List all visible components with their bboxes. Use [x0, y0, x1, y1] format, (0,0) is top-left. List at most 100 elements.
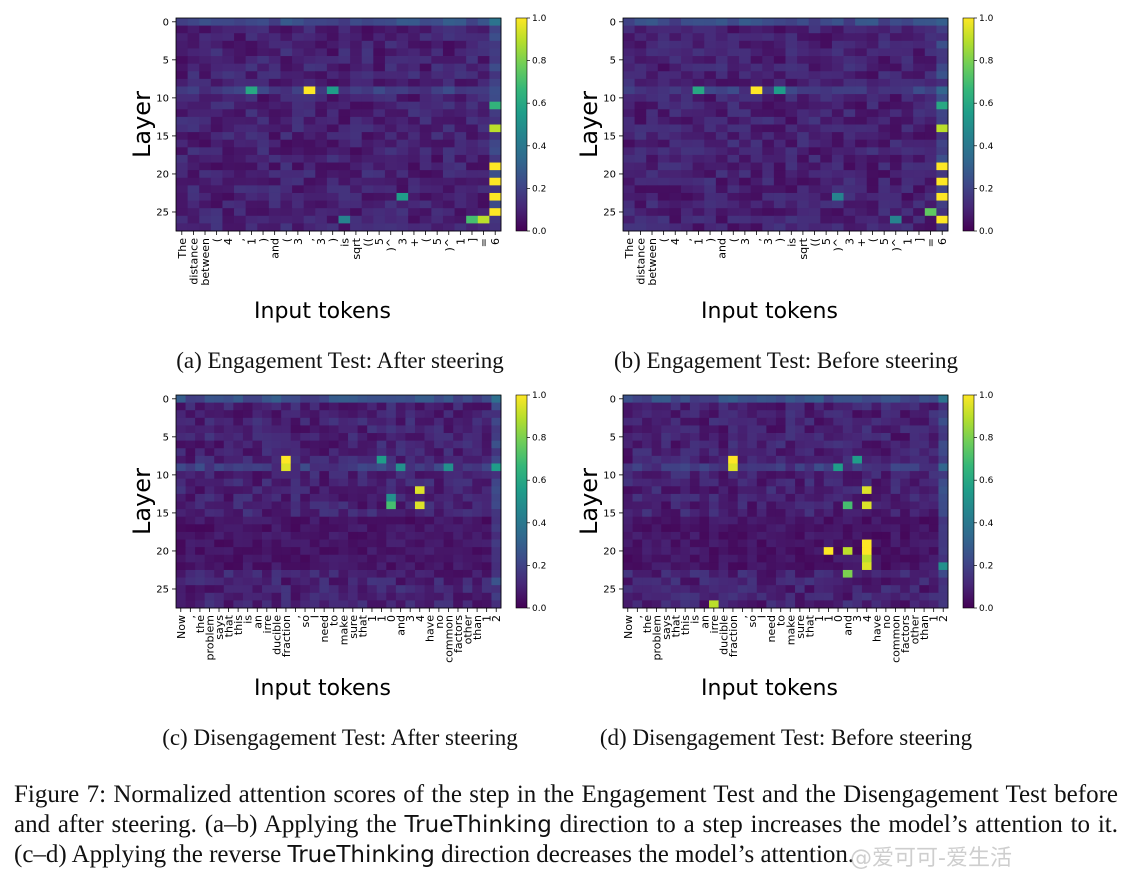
heatmap-cell [357, 562, 368, 571]
heatmap-cell [775, 471, 786, 480]
heatmap-cell [785, 124, 798, 133]
heatmap-cell [773, 177, 786, 186]
heatmap-cell [727, 94, 740, 103]
heatmap-cell [431, 78, 444, 87]
heatmap-cell [766, 524, 777, 533]
heatmap-cell [453, 524, 464, 533]
heatmap-cell [900, 455, 911, 464]
heatmap-cell [692, 48, 705, 57]
heatmap-cell [889, 177, 902, 186]
heatmap-cell [396, 132, 409, 141]
heatmap-cell [737, 493, 748, 502]
heatmap-cell [454, 192, 467, 201]
heatmap-cell [434, 402, 445, 411]
heatmap-cell [396, 116, 409, 125]
heatmap-cell [491, 516, 502, 525]
x-tick-label: 1 [376, 615, 389, 622]
heatmap-cell [634, 185, 647, 194]
heatmap-cell [386, 509, 397, 518]
heatmap-cell [928, 417, 939, 426]
heatmap-cell [453, 395, 464, 404]
heatmap-cell [367, 569, 378, 578]
heatmap-cell [692, 177, 705, 186]
heatmap-cell [795, 562, 806, 571]
heatmap-cell [185, 455, 196, 464]
heatmap-cell [431, 200, 444, 209]
heatmap-cell [376, 509, 387, 518]
heatmap-cell [443, 440, 454, 449]
heatmap-cell [443, 417, 454, 426]
heatmap-cell [669, 94, 682, 103]
heatmap-cell [234, 71, 247, 80]
heatmap-cell [852, 531, 863, 540]
heatmap-cell [187, 223, 200, 232]
heatmap-cell [871, 585, 882, 594]
heatmap-cell [878, 223, 891, 232]
heatmap-cell [223, 547, 234, 556]
heatmap-cell [176, 524, 186, 533]
heatmap-cell [642, 493, 653, 502]
heatmap-cell [913, 116, 926, 125]
heatmap-cell [704, 177, 717, 186]
heatmap-cell [290, 448, 301, 457]
heatmap-cell [195, 569, 206, 578]
heatmap-cell [773, 208, 786, 217]
heatmap-cell [187, 116, 200, 125]
heatmap-cell [290, 531, 301, 540]
heatmap-cell [319, 569, 330, 578]
heatmap-cell [718, 592, 729, 601]
heatmap-cell [424, 493, 435, 502]
heatmap-cell [395, 554, 406, 563]
heatmap-cell [646, 200, 659, 209]
heatmap-cell [901, 101, 914, 110]
heatmap-cell [646, 94, 659, 103]
heatmap-cell [909, 395, 920, 404]
heatmap-cell [775, 562, 786, 571]
heatmap-cell [750, 101, 763, 110]
heatmap-cell [350, 63, 363, 72]
heatmap-cell [739, 48, 752, 57]
heatmap-cell [414, 410, 425, 419]
heatmap-cell [699, 516, 710, 525]
heatmap-cell [268, 208, 281, 217]
heatmap-cell [861, 463, 872, 472]
heatmap-cell [924, 109, 937, 118]
heatmap-cell [472, 562, 483, 571]
heatmap-cell [855, 33, 868, 42]
y-tick-label: 15 [156, 508, 169, 519]
heatmap-cell [300, 554, 311, 563]
heatmap-cell [709, 493, 719, 502]
heatmap-cell [785, 493, 796, 502]
heatmap-cell [651, 478, 662, 487]
heatmap-cell [814, 509, 825, 518]
heatmap-cell [900, 539, 911, 548]
heatmap-cell [728, 547, 739, 556]
heatmap-cell [814, 577, 825, 586]
heatmap-cell [386, 569, 397, 578]
heatmap-panel-b: 0 5 10 15 20 25 The distance between(4, 1) and(3, 3… [447, 0, 1007, 330]
heatmap-cell [396, 208, 409, 217]
heatmap-cell [405, 501, 416, 510]
heatmap-cell [831, 177, 844, 186]
x-tick-label: 2 [490, 615, 503, 622]
heatmap-cell [718, 463, 729, 472]
heatmap-cell [715, 200, 728, 209]
heatmap-cell [454, 56, 467, 65]
x-tick-label: and [716, 238, 729, 259]
heatmap-cell [328, 539, 339, 548]
heatmap-cell [785, 395, 796, 404]
heatmap-cell [762, 48, 775, 57]
heatmap-cell [808, 56, 821, 65]
heatmap-cell [350, 223, 363, 232]
heatmap-cell [176, 433, 186, 442]
heatmap-cell [852, 501, 863, 510]
heatmap-cell [454, 116, 467, 125]
heatmap-cell [257, 116, 270, 125]
heatmap-cell [901, 177, 914, 186]
heatmap-cell [491, 433, 502, 442]
heatmap-cell [185, 425, 196, 434]
heatmap-cell [376, 402, 387, 411]
x-axis-label: Input tokens [254, 676, 391, 701]
heatmap-cell [489, 63, 502, 72]
heatmap-cell [257, 139, 270, 148]
